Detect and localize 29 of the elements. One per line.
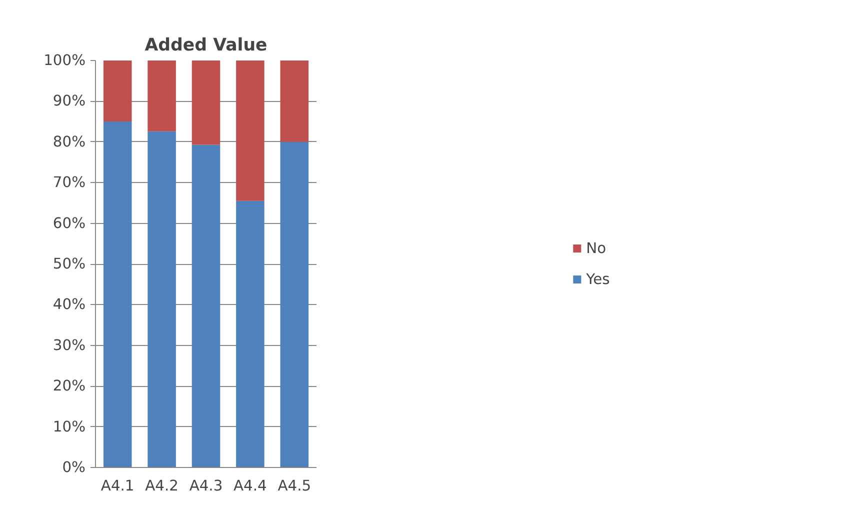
bar [236,60,264,201]
bar [103,60,132,122]
x-tick-label: A4.2 [145,478,178,494]
bar [280,142,309,468]
bar [236,200,264,468]
x-tick-label: A4.4 [234,478,267,494]
bar [103,122,132,468]
x-tick-label: A4.5 [278,478,312,494]
legend-label: No [586,240,606,256]
y-tick-label: 10% [52,418,86,436]
y-tick-label: 20% [52,378,86,395]
chart-title: Added Value [144,36,268,56]
y-tick-label: 90% [52,92,86,110]
y-tick-label: 70% [52,174,86,192]
bar [192,60,220,145]
y-tick-label: 0% [62,459,86,476]
y-tick-label: 50% [52,256,86,272]
bar [280,60,309,142]
y-tick-label: 40% [52,296,86,314]
x-tick-label: A4.1 [100,478,134,494]
bar [192,144,220,468]
y-tick-label: 30% [52,336,86,354]
y-tick-label: 60% [52,214,86,232]
bar [148,60,176,132]
x-tick-label: A4.3 [189,478,223,494]
bar [148,131,176,468]
legend-label: Yes [586,270,610,288]
y-tick-label: 80% [52,133,86,150]
y-tick-label: 100% [44,52,86,69]
